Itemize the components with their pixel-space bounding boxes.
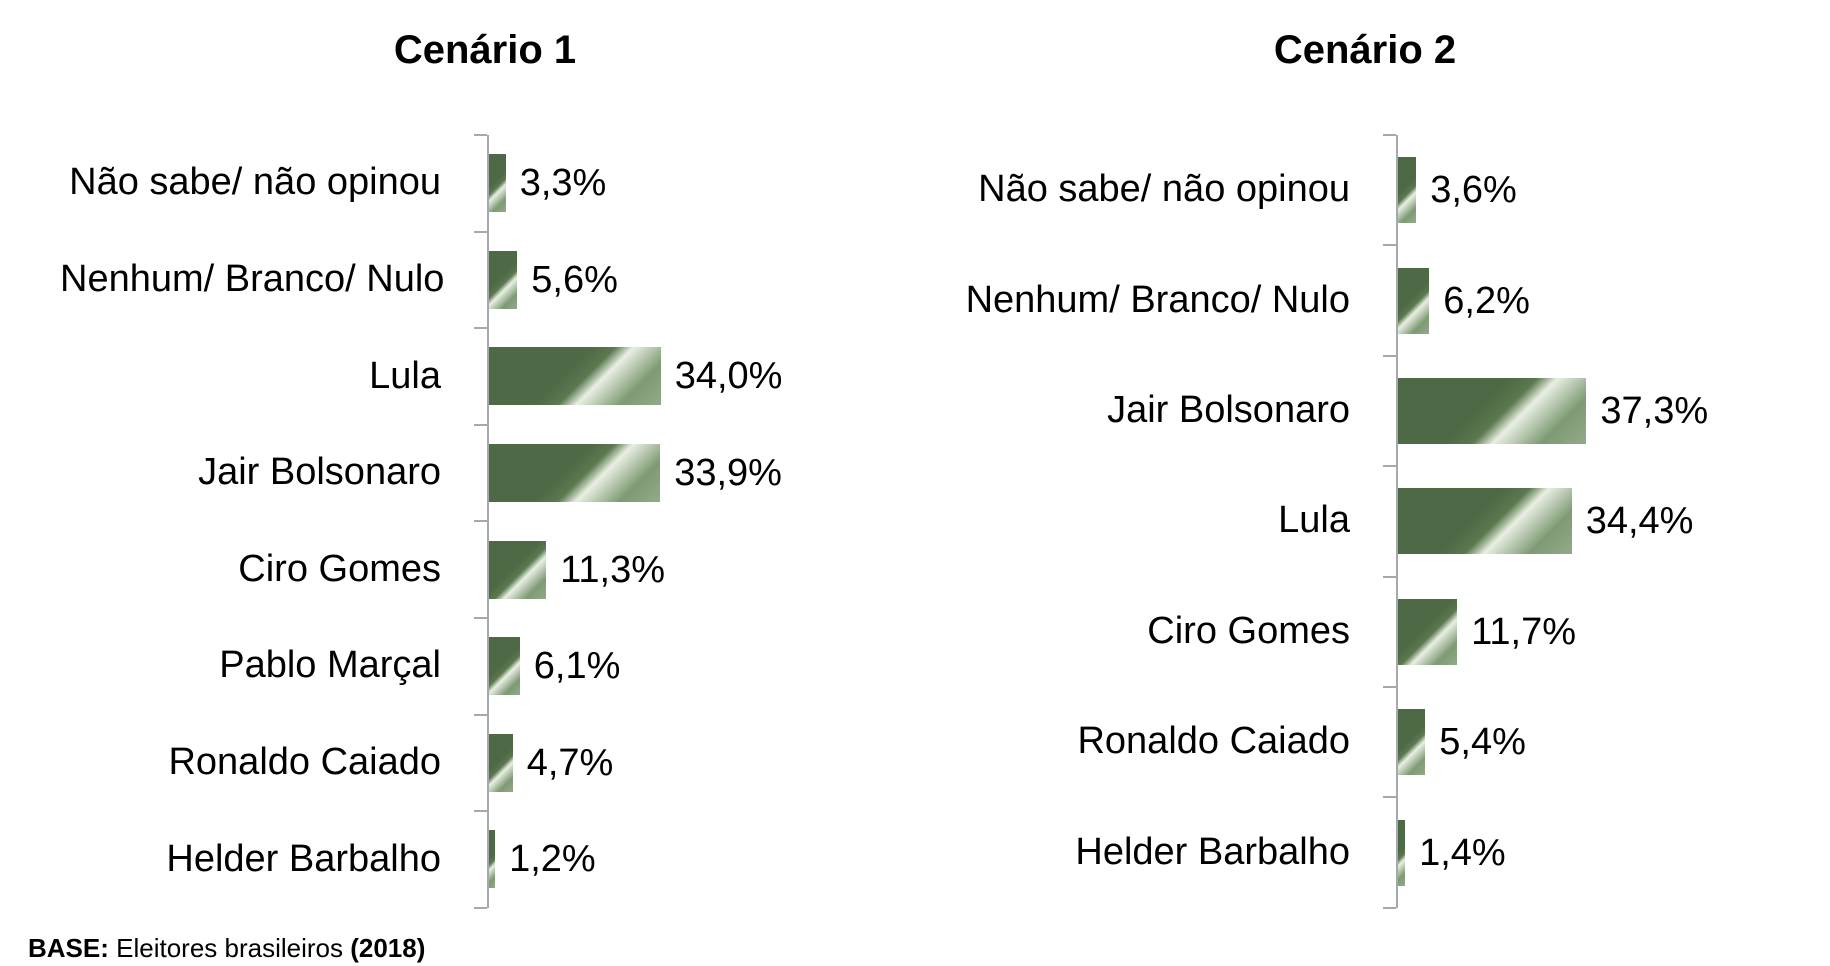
base-note: BASE: Eleitores brasileiros (2018) xyxy=(28,934,425,963)
value-label: 11,3% xyxy=(560,548,666,591)
value-label: 11,7% xyxy=(1471,610,1577,653)
value-bar xyxy=(489,250,518,309)
value-label: 34,0% xyxy=(674,355,783,398)
bar-track: 33,9% xyxy=(474,423,910,522)
value-label: 3,3% xyxy=(519,162,607,205)
base-label: BASE: xyxy=(28,933,109,963)
category-label: Lula xyxy=(1278,499,1350,542)
bar-track: 5,6% xyxy=(474,230,910,329)
category-label: Helder Barbalho xyxy=(1075,830,1350,873)
value-bar xyxy=(489,733,513,792)
category-label: Não sabe/ não opinou xyxy=(69,161,441,204)
category-label: Jair Bolsonaro xyxy=(1107,389,1350,432)
value-label: 1,2% xyxy=(509,838,596,881)
value-label: 1,4% xyxy=(1419,831,1506,874)
base-text: Eleitores brasileiros xyxy=(108,933,351,963)
category-label: Nenhum/ Branco/ Nulo xyxy=(965,278,1350,321)
bar-track: 3,3% xyxy=(474,134,910,232)
value-bar xyxy=(489,154,506,213)
bar-track: 34,0% xyxy=(474,327,910,425)
category-row: Não sabe/ não opinou 3,3% xyxy=(60,134,910,232)
chart-cenario-1: Cenário 1 Não sabe/ não opinou 3,3% Nenh… xyxy=(60,0,910,966)
value-bar xyxy=(489,444,661,503)
value-label: 33,9% xyxy=(674,452,782,495)
value-bar xyxy=(489,637,520,696)
value-bar xyxy=(1398,598,1458,665)
chart-cenario-2: Cenário 2 Não sabe/ não opinou 3,6% Nenh… xyxy=(920,0,1810,966)
category-row: Ronaldo Caiado 5,4% xyxy=(920,685,1810,798)
value-label: 4,7% xyxy=(526,741,614,784)
bar-track: 6,2% xyxy=(1383,244,1810,356)
value-bar xyxy=(1398,157,1417,224)
value-bar xyxy=(1398,709,1426,776)
category-row: Helder Barbalho 1,4% xyxy=(920,796,1810,910)
value-bar xyxy=(1398,267,1430,334)
bar-track: 4,7% xyxy=(474,713,910,812)
value-label: 6,1% xyxy=(533,645,621,688)
bar-track: 1,4% xyxy=(1383,796,1810,910)
category-label: Ciro Gomes xyxy=(238,547,441,590)
category-row: Jair Bolsonaro 33,9% xyxy=(60,423,910,522)
value-label: 34,4% xyxy=(1585,500,1694,543)
category-row: Ciro Gomes 11,7% xyxy=(920,575,1810,687)
value-bar xyxy=(489,830,496,889)
value-label: 3,6% xyxy=(1430,169,1517,212)
category-row: Nenhum/ Branco/ Nulo 5,6% xyxy=(60,230,910,329)
value-label: 5,6% xyxy=(531,258,618,301)
value-bar xyxy=(1398,819,1406,886)
plot-area: Não sabe/ não opinou 3,3% Nenhum/ Branco… xyxy=(60,134,910,909)
category-row: Jair Bolsonaro 37,3% xyxy=(920,354,1810,467)
bar-track: 37,3% xyxy=(1383,354,1810,467)
value-label: 37,3% xyxy=(1600,389,1709,432)
category-row: Lula 34,4% xyxy=(920,465,1810,577)
category-row: Helder Barbalho 1,2% xyxy=(60,810,910,909)
value-bar xyxy=(489,347,661,406)
bar-track: 6,1% xyxy=(474,616,910,715)
category-label: Pablo Marçal xyxy=(219,644,441,687)
category-row: Ronaldo Caiado 4,7% xyxy=(60,713,910,812)
category-label: Ronaldo Caiado xyxy=(1077,720,1350,763)
category-row: Pablo Marçal 6,1% xyxy=(60,616,910,715)
bar-track: 1,2% xyxy=(474,810,910,909)
bar-track: 11,3% xyxy=(474,520,910,618)
plot-area: Não sabe/ não opinou 3,6% Nenhum/ Branco… xyxy=(920,133,1810,910)
value-bar xyxy=(1398,377,1587,444)
category-label: Lula xyxy=(369,354,441,397)
category-label: Ciro Gomes xyxy=(1147,609,1350,652)
bar-track: 5,4% xyxy=(1383,685,1810,798)
category-row: Lula 34,0% xyxy=(60,327,910,425)
category-row: Nenhum/ Branco/ Nulo 6,2% xyxy=(920,244,1810,356)
chart-title: Cenário 2 xyxy=(1273,28,1457,72)
category-row: Ciro Gomes 11,3% xyxy=(60,520,910,618)
bar-track: 3,6% xyxy=(1383,133,1810,246)
category-label: Helder Barbalho xyxy=(166,837,441,880)
value-label: 5,4% xyxy=(1439,721,1526,764)
value-label: 6,2% xyxy=(1443,279,1530,322)
base-year: (2018) xyxy=(350,933,426,963)
bar-track: 34,4% xyxy=(1383,465,1810,577)
category-label: Não sabe/ não opinou xyxy=(978,168,1350,211)
chart-title: Cenário 1 xyxy=(393,28,577,72)
category-label: Jair Bolsonaro xyxy=(198,451,441,494)
category-label: Ronaldo Caiado xyxy=(168,740,441,783)
value-bar xyxy=(489,540,547,599)
bar-track: 11,7% xyxy=(1383,575,1810,687)
value-bar xyxy=(1398,488,1572,555)
category-label: Nenhum/ Branco/ Nulo xyxy=(60,257,445,300)
category-row: Não sabe/ não opinou 3,6% xyxy=(920,133,1810,246)
